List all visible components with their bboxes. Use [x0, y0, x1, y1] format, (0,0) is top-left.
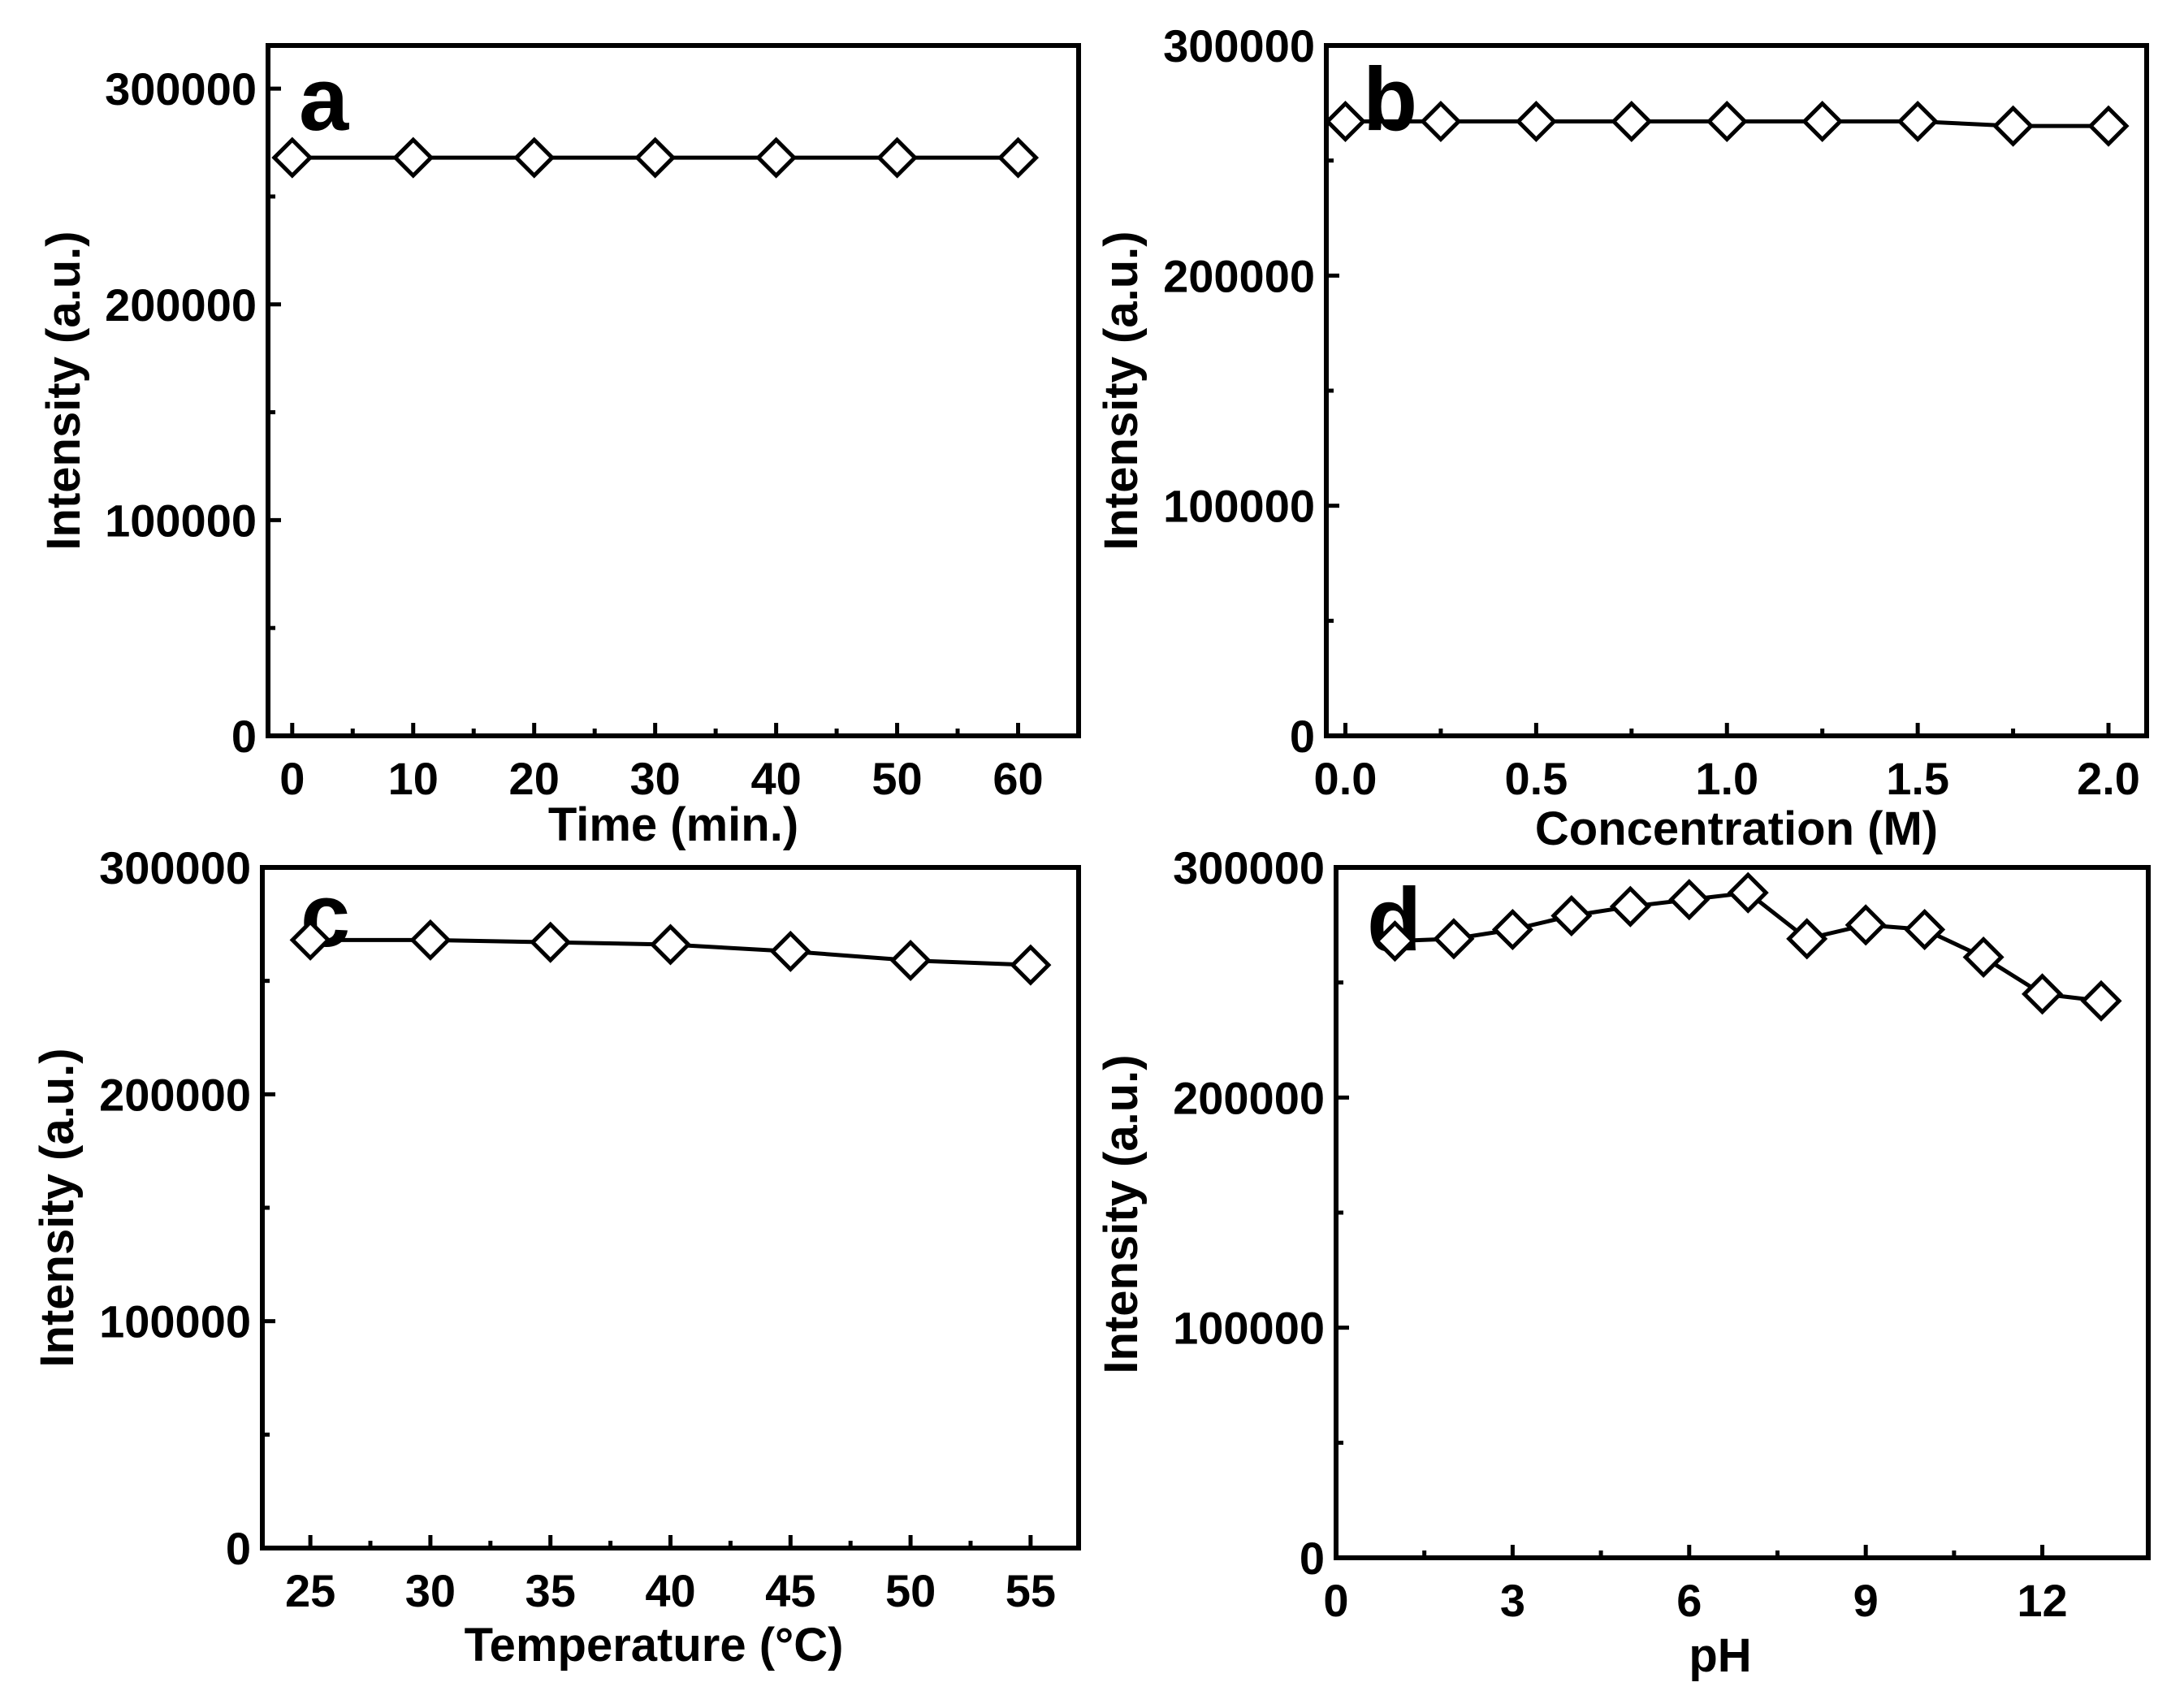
y-tick-label-b: 0 [1290, 711, 1315, 762]
x-axis-title-c: Temperature (°C) [465, 1619, 844, 1672]
data-point-b [1611, 100, 1653, 143]
panel-b: b Concentration (M) Intensity (a.u.) 0.0… [1095, 20, 2149, 855]
x-tick-label-c: 30 [405, 1565, 456, 1616]
x-tick-label-b: 2.0 [2077, 753, 2140, 804]
panel-letter-b: b [1363, 50, 1417, 149]
y-tick-label-a: 300000 [105, 63, 257, 115]
data-point-b [2087, 105, 2130, 147]
marks-a: 0 10 20 30 40 50 60 0 100000 200000 300000 [105, 63, 1044, 804]
data-point-b [1801, 100, 1844, 143]
data-point-a [634, 136, 677, 179]
data-point-b [1992, 105, 2035, 147]
x-tick-label-c: 45 [765, 1565, 815, 1616]
data-point-c [530, 921, 572, 963]
data-point-b [1515, 100, 1557, 143]
x-axis-title-b: Concentration (M) [1535, 802, 1938, 855]
data-point-d [1962, 936, 2005, 979]
x-axis-title-d: pH [1689, 1629, 1751, 1682]
data-point-a [876, 136, 919, 179]
data-point-b [1896, 100, 1939, 143]
x-tick-label-d: 9 [1853, 1575, 1879, 1626]
x-tick-label-b: 0.0 [1314, 753, 1377, 804]
data-point-c [769, 930, 811, 972]
data-point-b [1706, 100, 1748, 143]
y-tick-label-a: 0 [231, 711, 257, 762]
plot-frame-b [1324, 43, 2149, 738]
x-tick-label-d: 6 [1676, 1575, 1702, 1626]
x-tick-label-d: 0 [1323, 1575, 1348, 1626]
data-point-c [409, 919, 452, 961]
y-tick-label-a: 200000 [105, 279, 257, 331]
panel-c: c Temperature (°C) Intensity (a.u.) 25 30… [31, 842, 1081, 1672]
x-tick-label-b: 1.5 [1886, 753, 1949, 804]
y-axis-title-a: Intensity (a.u.) [37, 231, 90, 550]
x-tick-label-b: 1.0 [1695, 753, 1758, 804]
x-tick-label-a: 60 [993, 753, 1043, 804]
x-tick-label-a: 20 [509, 753, 560, 804]
y-tick-label-c: 0 [226, 1523, 251, 1574]
y-axis-title-d: Intensity (a.u.) [1095, 1054, 1148, 1373]
plot-frame-a [266, 43, 1081, 738]
data-point-d [1491, 908, 1533, 951]
data-point-c [649, 923, 692, 966]
panel-letter-a: a [299, 50, 349, 149]
x-tick-label-b: 0.5 [1504, 753, 1568, 804]
y-tick-label-c: 300000 [99, 842, 251, 893]
data-point-d [1845, 904, 1887, 946]
y-tick-label-d: 0 [1300, 1533, 1325, 1584]
x-tick-label-d: 3 [1500, 1575, 1525, 1626]
x-tick-label-a: 10 [388, 753, 439, 804]
data-point-d [1609, 885, 1651, 928]
y-tick-label-a: 100000 [105, 495, 257, 546]
x-tick-label-a: 30 [630, 753, 681, 804]
marks-d: 0 3 6 9 12 0 100000 200000 300000 [1173, 842, 2122, 1626]
data-point-a [271, 136, 314, 179]
y-tick-label-c: 100000 [99, 1296, 251, 1347]
x-tick-label-a: 40 [750, 753, 801, 804]
x-tick-label-c: 50 [885, 1565, 936, 1616]
data-point-d [1786, 918, 1828, 960]
y-tick-label-c: 200000 [99, 1069, 251, 1120]
x-tick-label-c: 35 [525, 1565, 576, 1616]
data-point-b [1324, 100, 1367, 143]
x-tick-label-c: 55 [1006, 1565, 1056, 1616]
x-tick-label-c: 25 [285, 1565, 335, 1616]
data-point-d [1373, 920, 1416, 962]
marks-b: 0.0 0.5 1.0 1.5 2.0 0 100000 200000 300000 [1163, 20, 2140, 804]
x-tick-label-d: 12 [2017, 1575, 2067, 1626]
data-point-d [1668, 879, 1710, 921]
y-tick-label-b: 300000 [1163, 20, 1315, 71]
data-point-c [289, 919, 331, 961]
marks-c: 25 30 35 40 45 50 55 0 100000 200000 300000 [99, 842, 1056, 1616]
y-tick-label-b: 200000 [1163, 250, 1315, 301]
data-point-d [2080, 980, 2122, 1022]
y-axis-title-b: Intensity (a.u.) [1095, 231, 1148, 550]
data-point-a [392, 136, 435, 179]
plot-frame-d [1334, 865, 2151, 1560]
y-tick-label-d: 300000 [1173, 842, 1325, 893]
data-point-d [1550, 894, 1593, 937]
panel-a: a Time (min.) Intensity (a.u.) 0 10 20 30 40… [37, 43, 1081, 851]
data-point-a [513, 136, 556, 179]
y-tick-label-d: 200000 [1173, 1072, 1325, 1123]
panel-d: d pH Intensity (a.u.) 0 3 6 9 12010000020000… [1095, 842, 2151, 1682]
plot-frame-c [260, 865, 1081, 1550]
data-point-d [1433, 918, 1475, 960]
data-point-c [889, 939, 932, 982]
y-tick-label-b: 100000 [1163, 481, 1315, 532]
data-point-a [755, 136, 798, 179]
x-tick-label-a: 50 [871, 753, 922, 804]
data-point-d [1904, 908, 1946, 951]
data-point-d [2022, 973, 2064, 1015]
x-tick-label-c: 40 [645, 1565, 695, 1616]
data-point-d [1727, 871, 1769, 914]
data-point-b [1420, 100, 1462, 143]
data-point-c [1010, 944, 1052, 986]
y-axis-title-c: Intensity (a.u.) [31, 1048, 84, 1367]
y-tick-label-d: 100000 [1173, 1303, 1325, 1354]
x-axis-title-a: Time (min.) [548, 798, 798, 851]
x-tick-label-a: 0 [279, 753, 305, 804]
data-point-a [997, 136, 1040, 179]
